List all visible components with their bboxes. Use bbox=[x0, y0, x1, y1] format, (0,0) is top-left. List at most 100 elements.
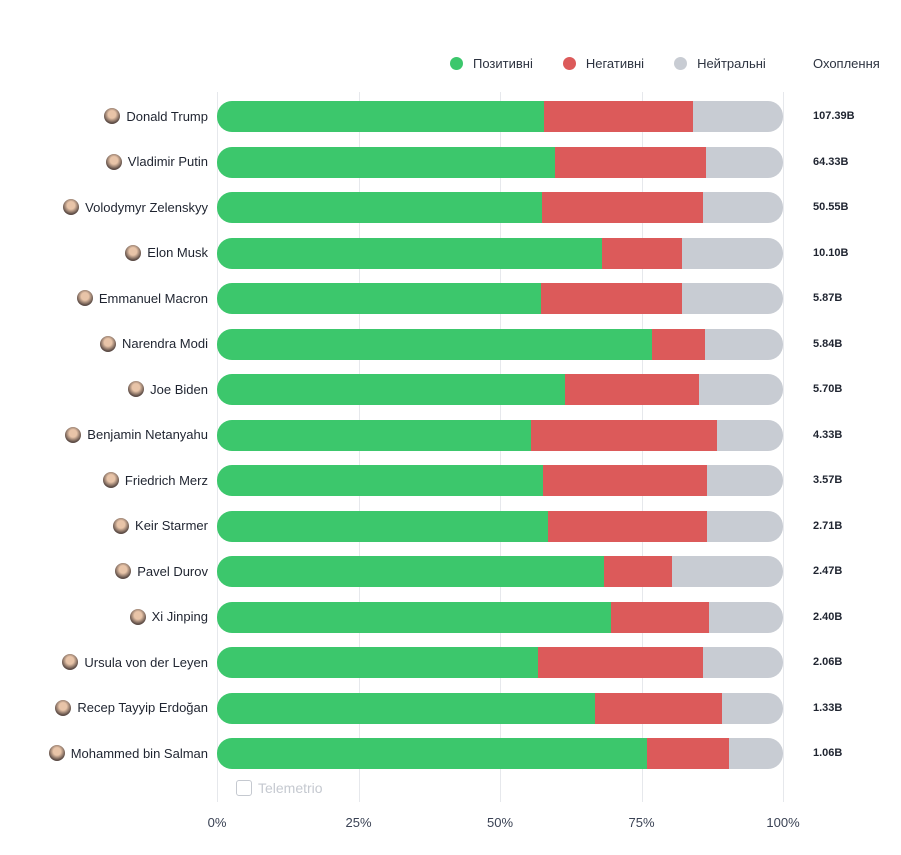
stacked-bar[interactable] bbox=[217, 465, 783, 496]
category-label: Mohammed bin Salman bbox=[48, 745, 208, 761]
legend-item[interactable]: Нейтральні bbox=[674, 56, 766, 71]
bar-segment-positive[interactable] bbox=[217, 510, 549, 542]
category-label: Emmanuel Macron bbox=[76, 290, 208, 306]
avatar-icon bbox=[63, 199, 80, 215]
bar-segment-neutral[interactable] bbox=[729, 738, 783, 769]
bar-row: Keir Starmer 2.71B bbox=[0, 510, 901, 542]
bar-segment-neutral[interactable] bbox=[721, 692, 783, 724]
bar-segment-negative[interactable] bbox=[540, 283, 683, 314]
bar-segment-neutral[interactable] bbox=[672, 556, 783, 587]
bar-segment-neutral[interactable] bbox=[682, 283, 783, 314]
bar-segment-neutral[interactable] bbox=[699, 374, 783, 405]
bar-segment-negative[interactable] bbox=[604, 556, 673, 587]
stacked-bar[interactable] bbox=[217, 328, 783, 360]
bar-segment-negative[interactable] bbox=[565, 374, 700, 405]
bar-row: Narendra Modi 5.84B bbox=[0, 328, 901, 360]
bar-segment-negative[interactable] bbox=[548, 510, 708, 542]
bar-segment-positive[interactable] bbox=[217, 556, 605, 587]
bar-segment-positive[interactable] bbox=[217, 601, 611, 633]
bar-row: Joe Biden 5.70B bbox=[0, 374, 901, 405]
chart-icon bbox=[236, 780, 252, 796]
bar-segment-positive[interactable] bbox=[217, 647, 538, 678]
category-label: Keir Starmer bbox=[113, 517, 208, 534]
category-name: Volodymyr Zelenskyy bbox=[85, 199, 208, 215]
bar-segment-negative[interactable] bbox=[541, 192, 704, 223]
bar-segment-negative[interactable] bbox=[537, 647, 704, 678]
category-name: Pavel Durov bbox=[137, 563, 208, 579]
bar-segment-positive[interactable] bbox=[217, 738, 648, 769]
bar-segment-positive[interactable] bbox=[217, 374, 566, 405]
bar-segment-neutral[interactable] bbox=[692, 101, 783, 132]
avatar-icon bbox=[65, 426, 82, 443]
bar-row: Vladimir Putin 64.33B bbox=[0, 146, 901, 178]
bar-segment-negative[interactable] bbox=[554, 146, 706, 178]
bar-segment-neutral[interactable] bbox=[704, 328, 783, 360]
stacked-bar[interactable] bbox=[217, 419, 783, 451]
avatar-icon bbox=[100, 335, 116, 352]
bar-segment-positive[interactable] bbox=[217, 101, 545, 132]
bar-segment-negative[interactable] bbox=[531, 419, 717, 451]
bar-segment-negative[interactable] bbox=[652, 328, 705, 360]
bar-row: Mohammed bin Salman 1.06B bbox=[0, 738, 901, 769]
bar-segment-negative[interactable] bbox=[610, 601, 709, 633]
bar-segment-neutral[interactable] bbox=[703, 192, 783, 223]
bar-segment-positive[interactable] bbox=[217, 328, 653, 360]
bar-segment-negative[interactable] bbox=[601, 237, 683, 269]
avatar-icon bbox=[102, 472, 119, 488]
reach-value: 64.33B bbox=[813, 155, 849, 168]
reach-value: 10.10B bbox=[813, 246, 849, 259]
avatar-icon bbox=[55, 699, 72, 716]
stacked-bar[interactable] bbox=[217, 101, 783, 132]
stacked-bar[interactable] bbox=[217, 146, 783, 178]
bar-segment-negative[interactable] bbox=[595, 692, 722, 724]
bar-segment-neutral[interactable] bbox=[703, 647, 783, 678]
reach-value: 5.84B bbox=[813, 337, 843, 350]
stacked-bar[interactable] bbox=[217, 601, 783, 633]
reach-header: Охоплення bbox=[813, 56, 880, 71]
avatar-icon bbox=[125, 244, 142, 261]
avatar-icon bbox=[48, 745, 65, 761]
stacked-bar[interactable] bbox=[217, 510, 783, 542]
category-label: Volodymyr Zelenskyy bbox=[63, 199, 208, 215]
legend-dot-icon bbox=[562, 57, 576, 70]
bar-segment-positive[interactable] bbox=[217, 692, 596, 724]
avatar-icon bbox=[129, 608, 146, 625]
bar-segment-neutral[interactable] bbox=[682, 237, 783, 269]
category-name: Xi Jinping bbox=[151, 609, 208, 624]
category-name: Recep Tayyip Erdoğan bbox=[77, 700, 208, 715]
legend-item[interactable]: Негативні bbox=[562, 56, 644, 71]
stacked-bar[interactable] bbox=[217, 556, 783, 587]
legend-label: Позитивні bbox=[473, 56, 533, 71]
bar-segment-positive[interactable] bbox=[217, 419, 532, 451]
bar-row: Emmanuel Macron 5.87B bbox=[0, 283, 901, 314]
bar-segment-neutral[interactable] bbox=[716, 419, 783, 451]
bar-segment-neutral[interactable] bbox=[706, 146, 783, 178]
category-label: Ursula von der Leyen bbox=[62, 654, 208, 670]
stacked-bar[interactable] bbox=[217, 192, 783, 223]
bar-segment-negative[interactable] bbox=[543, 465, 708, 496]
stacked-bar[interactable] bbox=[217, 237, 783, 269]
stacked-bar[interactable] bbox=[217, 374, 783, 405]
watermark: Telemetrio bbox=[236, 780, 323, 796]
bar-segment-positive[interactable] bbox=[217, 237, 602, 269]
bar-segment-neutral[interactable] bbox=[708, 601, 783, 633]
category-label: Recep Tayyip Erdoğan bbox=[55, 699, 208, 716]
bar-segment-negative[interactable] bbox=[544, 101, 693, 132]
legend-item[interactable]: Позитивні bbox=[450, 56, 533, 71]
x-tick-label: 100% bbox=[766, 815, 800, 830]
reach-value: 50.55B bbox=[813, 201, 849, 213]
stacked-bar[interactable] bbox=[217, 738, 783, 769]
stacked-bar[interactable] bbox=[217, 283, 783, 314]
legend-label: Нейтральні bbox=[697, 56, 766, 71]
bar-segment-negative[interactable] bbox=[647, 738, 730, 769]
bar-segment-positive[interactable] bbox=[217, 465, 544, 496]
bar-segment-positive[interactable] bbox=[217, 192, 542, 223]
stacked-bar[interactable] bbox=[217, 647, 783, 678]
bar-segment-neutral[interactable] bbox=[707, 465, 783, 496]
stacked-bar[interactable] bbox=[217, 692, 783, 724]
bar-segment-neutral[interactable] bbox=[707, 510, 783, 542]
bar-segment-positive[interactable] bbox=[217, 146, 555, 178]
watermark-text: Telemetrio bbox=[258, 780, 323, 796]
avatar-icon bbox=[104, 108, 121, 124]
bar-segment-positive[interactable] bbox=[217, 283, 541, 314]
